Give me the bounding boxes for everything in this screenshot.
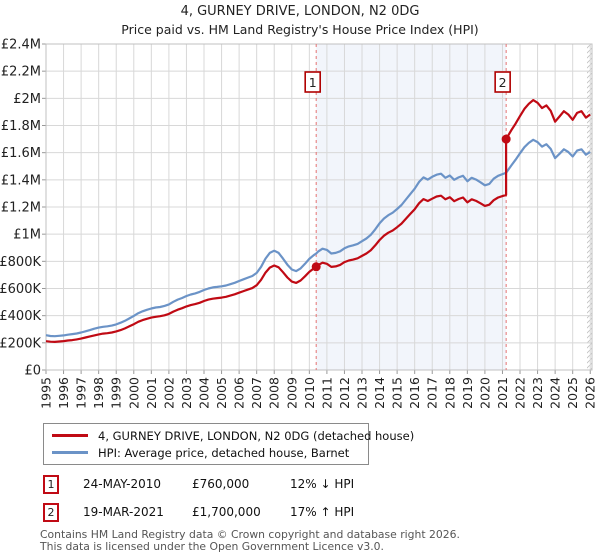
sale-1-price: £760,000	[192, 477, 250, 491]
svg-text:£2M: £2M	[13, 92, 41, 107]
svg-text:2007: 2007	[249, 377, 264, 409]
svg-text:2022: 2022	[513, 377, 528, 409]
svg-text:2014: 2014	[372, 377, 387, 409]
sale-event-row-1: 1 24-MAY-2010 £760,000 12% ↓ HPI	[43, 475, 563, 495]
sale-1-vs-hpi: 12% ↓ HPI	[290, 477, 355, 491]
legend-item-property: 4, GURNEY DRIVE, LONDON, N2 0DG (detache…	[44, 427, 414, 444]
svg-text:£1.2M: £1.2M	[1, 201, 41, 216]
svg-text:2009: 2009	[284, 377, 299, 409]
hpi-line-swatch	[52, 451, 88, 454]
license-footer: Contains HM Land Registry data © Crown c…	[40, 529, 460, 552]
svg-text:£2.4M: £2.4M	[1, 38, 41, 53]
svg-text:2017: 2017	[425, 377, 440, 409]
svg-text:£800K: £800K	[0, 255, 41, 270]
svg-text:2008: 2008	[267, 377, 282, 409]
svg-text:2013: 2013	[355, 377, 370, 409]
svg-text:£600K: £600K	[0, 282, 41, 297]
legend-item-hpi: HPI: Average price, detached house, Barn…	[44, 444, 368, 461]
svg-text:2006: 2006	[232, 377, 247, 409]
svg-text:1998: 1998	[91, 377, 106, 409]
price-history-chart: 1 2 £0 £200K £400K £600K £800K £1M £1.2M £1.4M £1.…	[0, 38, 598, 409]
property-line-swatch	[52, 434, 88, 437]
svg-text:1995: 1995	[39, 377, 54, 409]
svg-text:2024: 2024	[548, 377, 563, 409]
svg-text:2012: 2012	[337, 377, 352, 409]
svg-text:£0: £0	[24, 364, 41, 379]
svg-text:2016: 2016	[407, 377, 422, 409]
svg-text:2026: 2026	[583, 377, 598, 409]
svg-text:2: 2	[499, 75, 507, 90]
footer-line-1: Contains HM Land Registry data © Crown c…	[40, 528, 460, 541]
svg-text:2002: 2002	[161, 377, 176, 409]
chart-legend: 4, GURNEY DRIVE, LONDON, N2 0DG (detache…	[43, 423, 414, 465]
svg-text:1: 1	[309, 75, 317, 90]
svg-text:£1.6M: £1.6M	[1, 146, 41, 161]
svg-text:2023: 2023	[530, 377, 545, 409]
svg-text:1996: 1996	[56, 377, 71, 409]
sale-2-vs-hpi: 17% ↑ HPI	[290, 505, 355, 519]
svg-text:£200K: £200K	[0, 336, 41, 351]
page-title: 4, GURNEY DRIVE, LONDON, N2 0DG	[180, 4, 420, 19]
svg-text:1999: 1999	[109, 377, 124, 409]
svg-text:2003: 2003	[179, 377, 194, 409]
svg-text:2000: 2000	[126, 377, 141, 409]
sale-2-price: £1,700,000	[192, 505, 261, 519]
svg-text:2019: 2019	[460, 377, 475, 409]
svg-text:2021: 2021	[495, 377, 510, 409]
svg-text:2004: 2004	[197, 377, 212, 409]
svg-text:2005: 2005	[214, 377, 229, 409]
sale-1-date: 24-MAY-2010	[83, 477, 162, 491]
svg-text:£1.4M: £1.4M	[1, 173, 41, 188]
svg-text:£400K: £400K	[0, 309, 41, 324]
sale-event-row-2: 2 19-MAR-2021 £1,700,000 17% ↑ HPI	[43, 503, 563, 523]
svg-text:2015: 2015	[390, 377, 405, 409]
svg-text:2020: 2020	[477, 377, 492, 409]
svg-text:1997: 1997	[74, 377, 89, 409]
svg-text:£1M: £1M	[13, 228, 41, 243]
svg-text:2018: 2018	[442, 377, 457, 409]
svg-text:2001: 2001	[144, 377, 159, 409]
sale-2-number-badge: 2	[43, 503, 59, 522]
svg-text:2010: 2010	[302, 377, 317, 409]
svg-text:2025: 2025	[565, 377, 580, 409]
sale-2-date: 19-MAR-2021	[83, 505, 164, 519]
legend-label-hpi: HPI: Average price, detached house, Barn…	[98, 445, 350, 460]
footer-line-2: This data is licensed under the Open Gov…	[40, 539, 384, 553]
svg-text:£2.2M: £2.2M	[1, 65, 41, 80]
page-subtitle: Price paid vs. HM Land Registry's House …	[121, 22, 479, 37]
sale-1-number-badge: 1	[43, 475, 59, 494]
svg-text:£1.8M: £1.8M	[1, 119, 41, 134]
svg-text:2011: 2011	[319, 377, 334, 409]
legend-label-property: 4, GURNEY DRIVE, LONDON, N2 0DG (detache…	[98, 428, 415, 443]
